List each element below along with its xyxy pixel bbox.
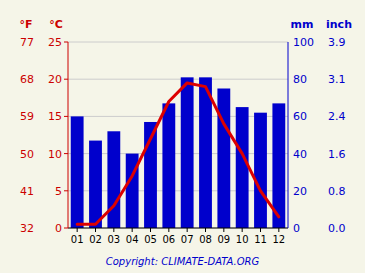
x-tick <box>77 228 78 232</box>
x-tick-label: 11 <box>254 234 267 245</box>
y2-tick-label: 0 <box>293 222 300 235</box>
y-tick-label-f: 32 <box>20 222 34 235</box>
x-tick-label: 05 <box>144 234 157 245</box>
x-tick <box>113 228 114 232</box>
bar <box>236 107 249 228</box>
plot-area <box>71 77 286 228</box>
x-tick <box>150 228 151 232</box>
x-tick <box>187 228 188 232</box>
y2-tick-label: 20 <box>293 185 307 198</box>
x-tick <box>223 228 224 232</box>
x-tick <box>168 228 169 232</box>
y-tick-label-f: 41 <box>20 185 34 198</box>
y-tick <box>64 116 68 117</box>
x-tick-label: 09 <box>217 234 230 245</box>
bar <box>217 89 230 229</box>
y2-tick-label-inch: 0.8 <box>328 185 346 198</box>
y-tick-label: 20 <box>48 73 62 86</box>
grid-line <box>68 79 288 80</box>
y-tick-label: 5 <box>55 185 62 198</box>
y2-tick-label-inch: 0.0 <box>328 222 346 235</box>
x-tick <box>132 228 133 232</box>
bar <box>71 116 84 228</box>
y-tick-label-f: 68 <box>20 73 34 86</box>
axis-label: °F <box>19 18 32 31</box>
x-tick-label: 10 <box>236 234 249 245</box>
bar <box>181 77 194 228</box>
y2-tick-label-inch: 2.4 <box>328 110 346 123</box>
y-tick <box>64 79 68 80</box>
axis-label: °C <box>49 18 63 31</box>
axis-label: inch <box>326 18 352 31</box>
y-tick-label-f: 59 <box>20 110 34 123</box>
x-tick-label: 08 <box>199 234 212 245</box>
bar <box>89 141 102 228</box>
y-tick-label-f: 77 <box>20 36 34 49</box>
x-tick <box>95 228 96 232</box>
x-tick-label: 02 <box>89 234 102 245</box>
x-tick-label: 03 <box>107 234 120 245</box>
x-tick <box>242 228 243 232</box>
x-tick-label: 12 <box>272 234 285 245</box>
y2-tick-label: 40 <box>293 148 307 161</box>
y-tick-label: 10 <box>48 148 62 161</box>
y2-tick-label-inch: 3.9 <box>328 36 346 49</box>
bar <box>162 103 175 228</box>
x-tick-label: 04 <box>126 234 139 245</box>
y-tick-label-f: 50 <box>20 148 34 161</box>
y-tick-label: 0 <box>55 222 62 235</box>
y-tick <box>64 190 68 191</box>
x-tick-label: 06 <box>162 234 175 245</box>
y-axis <box>68 42 69 228</box>
x-tick-label: 07 <box>181 234 194 245</box>
x-tick <box>260 228 261 232</box>
grid-line <box>68 228 288 229</box>
y2-tick-label: 60 <box>293 110 307 123</box>
axis-label: mm <box>291 18 314 31</box>
background <box>0 0 365 273</box>
grid-line <box>68 42 288 43</box>
chart: 0102030405060708091011120510152025324150… <box>0 0 365 273</box>
x-tick <box>205 228 206 232</box>
y2-axis <box>288 42 289 228</box>
y2-tick-label-inch: 1.6 <box>328 148 346 161</box>
y-tick-label: 25 <box>48 36 62 49</box>
y-tick <box>64 153 68 154</box>
bar <box>107 131 120 228</box>
bar <box>254 113 267 228</box>
caption: Copyright: CLIMATE-DATA.ORG <box>106 256 260 267</box>
line <box>77 83 279 224</box>
bar <box>199 77 212 228</box>
x-tick-label: 01 <box>71 234 84 245</box>
x-axis <box>68 228 288 229</box>
y2-tick-label-inch: 3.1 <box>328 73 346 86</box>
x-tick <box>278 228 279 232</box>
y2-tick-label: 80 <box>293 73 307 86</box>
y-tick <box>64 228 68 229</box>
y-tick-label: 15 <box>48 110 62 123</box>
y2-tick-label: 100 <box>293 36 314 49</box>
y-tick <box>64 42 68 43</box>
